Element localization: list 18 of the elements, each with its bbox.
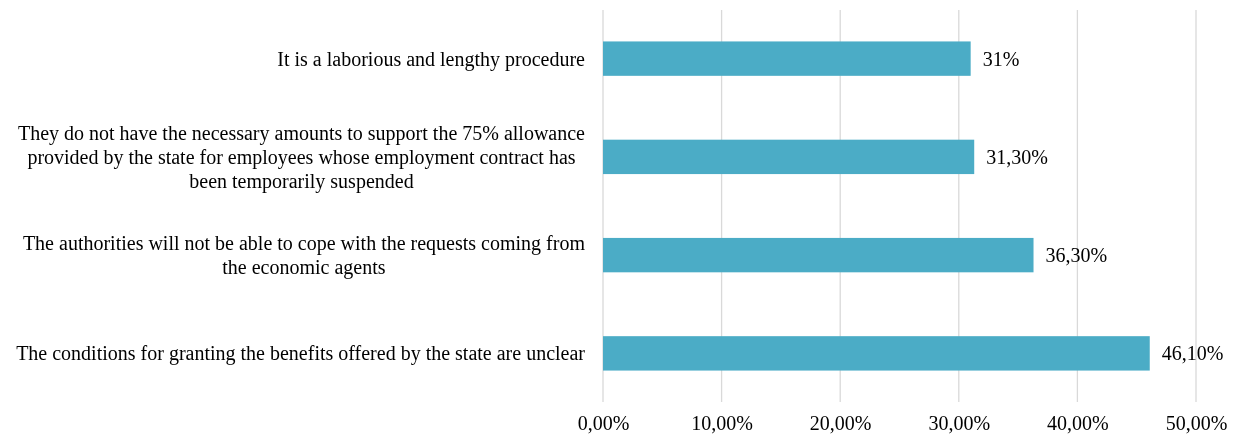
- bar: [603, 237, 1034, 273]
- data-label: 31,30%: [986, 145, 1048, 168]
- x-tick-label: 20,00%: [809, 412, 872, 435]
- bar: [603, 336, 1150, 371]
- x-tick-label: 40,00%: [1047, 412, 1109, 435]
- y-tick-label: They do not have the necessary amounts to support the 75% allowance provided by the state for employees whose employment contract has been temporarily suspended: [17, 121, 586, 193]
- x-tick-label: 50,00%: [1165, 412, 1228, 435]
- x-tick-label: 30,00%: [928, 412, 991, 435]
- data-label: 36,30%: [1045, 244, 1108, 267]
- data-label: 31%: [982, 47, 1020, 70]
- bar: [603, 41, 971, 76]
- y-tick-label: The conditions for granting the benefits offered by the state are unclear: [16, 342, 586, 366]
- y-tick-label: It is a laborious and lengthy procedure: [277, 47, 586, 71]
- data-label: 46,10%: [1161, 342, 1224, 365]
- x-tick-label: 10,00%: [691, 412, 753, 435]
- bar: [603, 139, 975, 175]
- y-tick-label: The authorities will not be able to cope with the requests coming from the economic agents: [22, 232, 586, 280]
- x-tick-label: 0,00%: [577, 412, 630, 435]
